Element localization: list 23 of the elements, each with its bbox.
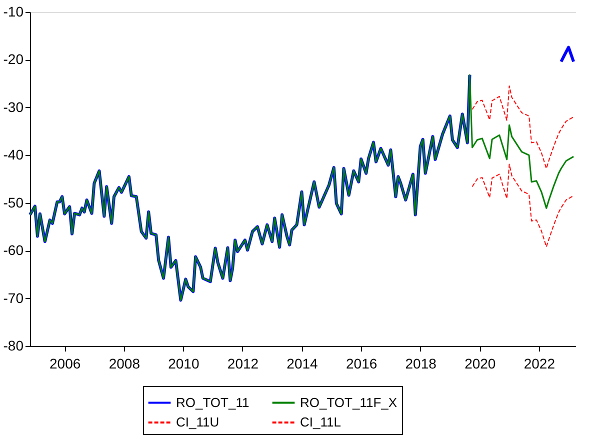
- legend-label: CI_11U: [176, 414, 220, 430]
- y-tick-label: -20: [3, 51, 24, 68]
- legend-label: CI_11L: [300, 414, 341, 430]
- y-tick-label: -80: [3, 338, 24, 354]
- legend-label: RO_TOT_11: [176, 394, 250, 410]
- legend-label: RO_TOT_11F_X: [300, 394, 398, 410]
- x-tick-label: 2014: [286, 356, 318, 372]
- line-series: [472, 164, 574, 248]
- x-tick-label: 2022: [524, 356, 556, 372]
- line-series: [472, 85, 574, 170]
- x-tick-label: 2020: [464, 356, 496, 372]
- y-tick-label: -30: [3, 98, 24, 115]
- x-tick-label: 2018: [405, 356, 437, 372]
- y-tick-label: -60: [3, 242, 24, 258]
- x-tick-label: 2008: [108, 356, 140, 372]
- y-tick-label: -50: [3, 194, 24, 210]
- y-tick-label: -70: [3, 290, 24, 306]
- x-tick-label: 2006: [50, 356, 81, 372]
- x-tick-label: 2012: [227, 356, 259, 372]
- y-tick-label: -40: [3, 146, 24, 163]
- x-tick-label: 2010: [168, 356, 200, 372]
- y-tick-label: -10: [3, 4, 24, 20]
- x-tick-label: 2016: [346, 356, 378, 372]
